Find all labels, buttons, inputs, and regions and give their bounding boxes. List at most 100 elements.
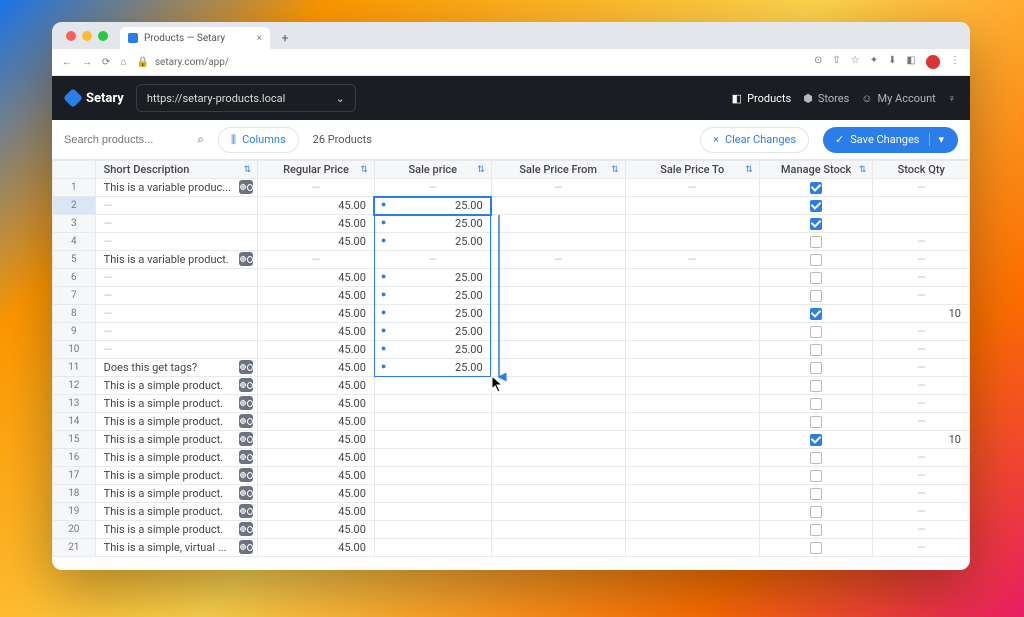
browser-tab[interactable]: Products — Setary ×: [120, 27, 270, 49]
row-number[interactable]: 1: [53, 179, 96, 197]
cell-sale-price[interactable]: ●25.00: [374, 341, 491, 359]
table-row[interactable]: 3—45.00●25.00: [53, 215, 970, 233]
cell-sale-from[interactable]: [491, 323, 625, 341]
cell-stock-qty[interactable]: —: [873, 539, 970, 557]
cell-sale-to[interactable]: —: [625, 179, 759, 197]
checkbox[interactable]: [810, 506, 822, 518]
cell-regular-price[interactable]: —: [258, 251, 375, 269]
cell-sale-price[interactable]: ●25.00: [374, 215, 491, 233]
cell-sale-price[interactable]: [374, 431, 491, 449]
row-number[interactable]: 15: [53, 431, 96, 449]
row-number[interactable]: 6: [53, 269, 96, 287]
checkbox[interactable]: [810, 452, 822, 464]
cell-sale-to[interactable]: [625, 305, 759, 323]
cell-regular-price[interactable]: 45.00: [258, 485, 375, 503]
col-sale-to[interactable]: Sale Price To⇅: [625, 161, 759, 179]
site-selector[interactable]: https://setary-products.local ⌄: [136, 84, 356, 112]
cell-manage-stock[interactable]: [759, 341, 873, 359]
cell-short-description[interactable]: —: [95, 269, 257, 287]
cell-sale-to[interactable]: [625, 485, 759, 503]
brand-logo[interactable]: Setary: [66, 91, 124, 106]
cell-manage-stock[interactable]: [759, 197, 873, 215]
cell-regular-price[interactable]: 45.00: [258, 467, 375, 485]
cell-sale-from[interactable]: [491, 269, 625, 287]
bookmark-icon[interactable]: ☆: [851, 55, 860, 69]
variant-badge-icon[interactable]: [239, 396, 253, 410]
cell-stock-qty[interactable]: —: [873, 503, 970, 521]
search-icon[interactable]: ⌕: [197, 132, 204, 147]
address-bar[interactable]: 🔒 setary.com/app/: [136, 57, 804, 68]
cell-sale-from[interactable]: [491, 503, 625, 521]
cell-sale-to[interactable]: —: [625, 251, 759, 269]
checkbox[interactable]: [810, 524, 822, 536]
cell-short-description[interactable]: This is a simple product.: [95, 467, 257, 485]
cell-sale-to[interactable]: [625, 431, 759, 449]
cell-stock-qty[interactable]: 10: [873, 431, 970, 449]
table-row[interactable]: 6—45.00●25.00—: [53, 269, 970, 287]
cell-regular-price[interactable]: 45.00: [258, 269, 375, 287]
cell-short-description[interactable]: This is a simple product.: [95, 521, 257, 539]
cell-regular-price[interactable]: 45.00: [258, 539, 375, 557]
cell-sale-price[interactable]: —: [374, 179, 491, 197]
row-number[interactable]: 18: [53, 485, 96, 503]
filter-icon[interactable]: ⇅: [244, 165, 252, 175]
col-short-description[interactable]: Short Description⇅: [95, 161, 257, 179]
col-stock-qty[interactable]: Stock Qty: [873, 161, 970, 179]
cell-sale-to[interactable]: [625, 503, 759, 521]
table-row[interactable]: 20This is a simple product.45.00—: [53, 521, 970, 539]
cell-sale-from[interactable]: [491, 215, 625, 233]
minimize-window-icon[interactable]: [82, 31, 92, 41]
cell-sale-from[interactable]: [491, 197, 625, 215]
checkbox[interactable]: [810, 200, 822, 212]
variant-badge-icon[interactable]: [239, 504, 253, 518]
cell-sale-price[interactable]: [374, 539, 491, 557]
table-row[interactable]: 17This is a simple product.45.00—: [53, 467, 970, 485]
row-number[interactable]: 16: [53, 449, 96, 467]
table-row[interactable]: 7—45.00●25.00—: [53, 287, 970, 305]
filter-icon[interactable]: ⇅: [611, 165, 619, 175]
cell-stock-qty[interactable]: —: [873, 269, 970, 287]
cell-sale-from[interactable]: —: [491, 179, 625, 197]
cell-short-description[interactable]: —: [95, 233, 257, 251]
row-number[interactable]: 7: [53, 287, 96, 305]
cell-stock-qty[interactable]: —: [873, 359, 970, 377]
search-icon[interactable]: ⊙: [814, 55, 822, 69]
cell-manage-stock[interactable]: [759, 377, 873, 395]
save-changes-button[interactable]: ✓ Save Changes ▾: [823, 127, 958, 153]
clear-changes-button[interactable]: × Clear Changes: [700, 127, 809, 153]
checkbox[interactable]: [810, 290, 822, 302]
cell-sale-price[interactable]: ●25.00: [374, 287, 491, 305]
nav-account[interactable]: ☺ My Account: [861, 92, 935, 105]
cell-sale-to[interactable]: [625, 377, 759, 395]
avatar-icon[interactable]: [926, 55, 940, 69]
nav-help[interactable]: ♀: [948, 92, 956, 105]
cell-stock-qty[interactable]: —: [873, 251, 970, 269]
cell-short-description[interactable]: This is a variable product.: [95, 251, 257, 269]
checkbox[interactable]: [810, 254, 822, 266]
cell-short-description[interactable]: —: [95, 215, 257, 233]
cell-sale-price[interactable]: [374, 521, 491, 539]
cell-stock-qty[interactable]: 10: [873, 305, 970, 323]
checkbox[interactable]: [810, 470, 822, 482]
filter-icon[interactable]: ⇅: [745, 165, 753, 175]
cell-regular-price[interactable]: —: [258, 179, 375, 197]
cell-regular-price[interactable]: 45.00: [258, 233, 375, 251]
cell-sale-from[interactable]: —: [491, 251, 625, 269]
row-number[interactable]: 14: [53, 413, 96, 431]
cell-regular-price[interactable]: 45.00: [258, 395, 375, 413]
cell-sale-from[interactable]: [491, 413, 625, 431]
cell-short-description[interactable]: This is a simple, virtual ...: [95, 539, 257, 557]
cell-sale-from[interactable]: [491, 395, 625, 413]
variant-badge-icon[interactable]: [239, 360, 253, 374]
cell-sale-to[interactable]: [625, 539, 759, 557]
cell-sale-price[interactable]: [374, 377, 491, 395]
row-number[interactable]: 19: [53, 503, 96, 521]
cell-regular-price[interactable]: 45.00: [258, 359, 375, 377]
table-row[interactable]: 14This is a simple product.45.00—: [53, 413, 970, 431]
cell-manage-stock[interactable]: [759, 431, 873, 449]
checkbox[interactable]: [810, 362, 822, 374]
cell-sale-to[interactable]: [625, 233, 759, 251]
cell-manage-stock[interactable]: [759, 359, 873, 377]
extension-icon[interactable]: ✦: [870, 55, 878, 69]
cell-sale-from[interactable]: [491, 467, 625, 485]
